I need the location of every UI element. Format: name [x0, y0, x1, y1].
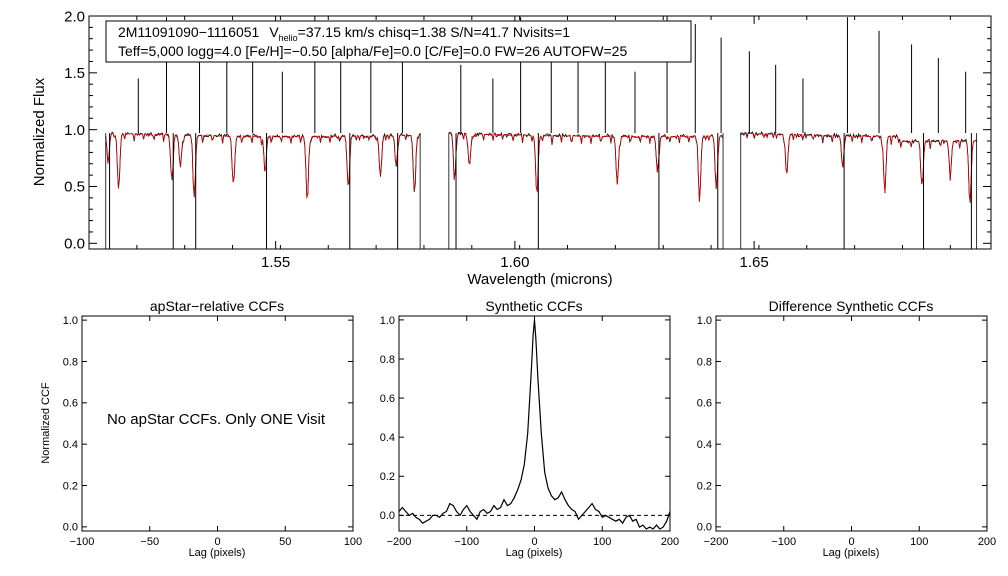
y-tick-label: 0.8 — [63, 356, 78, 368]
difference-ccf-panel: Difference Synthetic CCFs −200 −100 0 100 20… — [697, 298, 996, 559]
difference-ccf-title: Difference Synthetic CCFs — [769, 298, 934, 314]
synthetic-ccf-title: Synthetic CCFs — [485, 298, 582, 314]
y-tick-label: 0.0 — [63, 522, 78, 534]
x-tick-label: −200 — [387, 536, 412, 548]
x-tick-label: −50 — [140, 536, 159, 548]
y-tick-label: 1.0 — [697, 315, 712, 327]
synthetic-ccf-ticks: −200 −100 0 100 200 0.0 0.2 0.4 0.6 0.8 1.0 — [380, 315, 679, 548]
apstar-ccf-ticks: −100 −50 0 50 100 0.0 0.2 0.4 0.6 0.8 1.0 — [63, 315, 362, 548]
star-id: 2M11091090−1116051 — [118, 24, 260, 40]
y-tick-label: 0.2 — [63, 480, 78, 492]
x-tick-label: 100 — [344, 536, 362, 548]
y-tick-label: 1.5 — [64, 65, 85, 82]
x-tick-label: 200 — [978, 536, 996, 548]
x-tick-label: 100 — [910, 536, 928, 548]
x-tick-label: −100 — [70, 536, 95, 548]
model-spectrum-line — [740, 132, 977, 202]
apstar-ccf-ylabel: Normalized CCF — [40, 382, 52, 464]
y-tick-label: 1.0 — [64, 122, 85, 139]
y-tick-label: 0.4 — [697, 439, 712, 451]
info-line-2: Teff=5,000 logg=4.0 [Fe/H]=−0.50 [alpha/… — [118, 43, 627, 59]
model-spectrum-line — [105, 132, 420, 199]
x-tick-label: 0 — [214, 536, 220, 548]
info-box-frame — [105, 20, 692, 63]
x-tick-label: 1.65 — [740, 254, 769, 271]
spectrum-frame — [88, 15, 992, 250]
x-tick-label: 0 — [531, 536, 537, 548]
y-tick-label: 0.6 — [380, 393, 395, 405]
x-tick-label: 1.55 — [261, 254, 290, 271]
synthetic-ccf-panel: Synthetic CCFs −200 −100 0 100 200 0.0 0.2 0.4 0… — [380, 298, 679, 559]
y-tick-label: 0.2 — [697, 480, 712, 492]
x-tick-label: 50 — [279, 536, 291, 548]
y-tick-label: 0.8 — [380, 354, 395, 366]
difference-ccf-ticks: −200 −100 0 100 200 0.0 0.2 0.4 0.6 0.8 1.0 — [697, 315, 996, 548]
y-tick-label: 2.0 — [64, 8, 85, 25]
info-box: 2M11091090−1116051 Vhelio=37.15 km/s chis… — [105, 20, 692, 63]
spectrum-xlabel: Wavelength (microns) — [467, 271, 612, 288]
apstar-ccf-panel: apStar−relative CCFs −100 −50 0 50 100 0.0 0.2… — [40, 298, 362, 559]
observed-spectrum-line — [740, 130, 977, 203]
x-tick-label: 100 — [593, 536, 611, 548]
y-tick-label: 0.4 — [380, 432, 395, 444]
spectrum-panel: 1.55 1.60 1.65 0.0 0.5 1.0 1.5 2.0 Wavelength (… — [31, 8, 992, 288]
x-tick-label: 200 — [661, 536, 679, 548]
x-tick-label: 1.60 — [500, 254, 529, 271]
x-tick-label: −200 — [704, 536, 729, 548]
y-tick-label: 0.4 — [63, 439, 78, 451]
y-tick-label: 1.0 — [63, 315, 78, 327]
apstar-ccf-xlabel: Lag (pixels) — [189, 547, 246, 559]
y-tick-label: 0.8 — [697, 356, 712, 368]
spectrum-ylabel: Normalized Flux — [31, 77, 48, 186]
spectrum-ticks: 1.55 1.60 1.65 0.0 0.5 1.0 1.5 2.0 — [64, 8, 991, 271]
y-tick-label: 0.6 — [63, 398, 78, 410]
y-tick-label: 0.0 — [64, 236, 85, 253]
x-tick-label: −100 — [771, 536, 796, 548]
model-spectrum-line — [448, 132, 723, 202]
info-line-1-rest: =37.15 km/s chisq=1.38 S/N=41.7 Nvisits=… — [298, 24, 571, 40]
y-tick-label: 0.0 — [697, 522, 712, 534]
y-tick-label: 0.2 — [380, 471, 395, 483]
observed-spectrum-line — [105, 131, 420, 198]
info-line-1: 2M11091090−1116051 Vhelio=37.15 km/s chis… — [118, 24, 570, 43]
x-tick-label: 0 — [848, 536, 854, 548]
x-tick-label: −100 — [454, 536, 479, 548]
no-ccf-message: No apStar CCFs. Only ONE Visit — [107, 411, 326, 428]
vhelio-symbol: V — [269, 24, 279, 40]
y-tick-label: 1.0 — [380, 315, 395, 327]
vhelio-subscript: helio — [279, 33, 298, 43]
apstar-ccf-title: apStar−relative CCFs — [150, 298, 284, 314]
synthetic-ccf-xlabel: Lag (pixels) — [506, 547, 563, 559]
y-tick-label: 0.5 — [64, 179, 85, 196]
y-tick-label: 0.6 — [697, 398, 712, 410]
y-tick-label: 0.0 — [380, 510, 395, 522]
difference-ccf-xlabel: Lag (pixels) — [823, 547, 880, 559]
